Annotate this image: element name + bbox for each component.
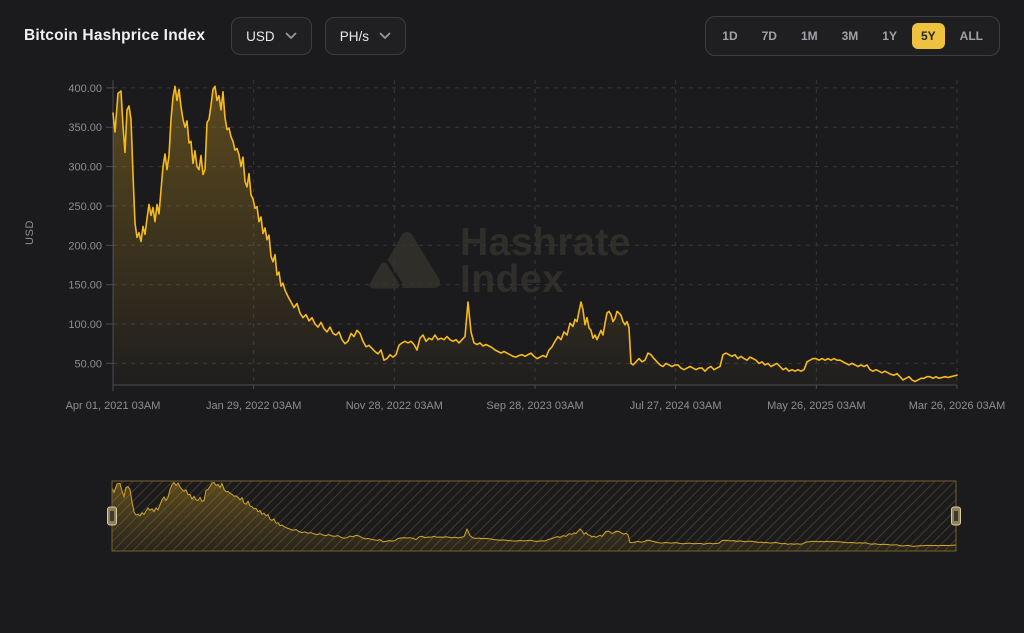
range-button-1d[interactable]: 1D bbox=[713, 23, 746, 49]
y-tick-label: 250.00 bbox=[68, 201, 102, 213]
watermark: Hashrate Index bbox=[366, 221, 631, 301]
x-tick-label: Sep 28, 2023 03AM bbox=[486, 400, 583, 412]
range-button-all[interactable]: ALL bbox=[951, 23, 992, 49]
unit-value: PH/s bbox=[339, 28, 369, 44]
y-tick-label: 50.00 bbox=[74, 358, 102, 370]
chart-header: Bitcoin Hashprice Index USD PH/s 1D 7D 1M 3… bbox=[24, 16, 1000, 56]
watermark-line1: Hashrate bbox=[460, 221, 631, 264]
navigator-area bbox=[112, 482, 956, 551]
y-tick-label: 200.00 bbox=[68, 240, 102, 252]
y-tick-label: 300.00 bbox=[68, 162, 102, 174]
x-tick-label: Apr 01, 2021 03AM bbox=[66, 400, 161, 412]
chevron-down-icon bbox=[379, 32, 391, 39]
y-axis-title: USD bbox=[24, 220, 36, 245]
x-tick-label: Nov 28, 2022 03AM bbox=[346, 400, 443, 412]
range-button-7d[interactable]: 7D bbox=[753, 23, 786, 49]
y-tick-label: 150.00 bbox=[68, 280, 102, 292]
watermark-line2: Index bbox=[460, 258, 565, 301]
range-button-5y[interactable]: 5Y bbox=[911, 23, 945, 49]
unit-dropdown[interactable]: PH/s bbox=[324, 17, 406, 55]
chevron-down-icon bbox=[285, 32, 297, 39]
navigator-line bbox=[111, 481, 957, 547]
navigator-left-handle[interactable] bbox=[107, 506, 117, 526]
navigator-right-handle[interactable] bbox=[951, 506, 961, 526]
x-tick-label: Mar 26, 2026 03AM bbox=[909, 400, 1006, 412]
x-tick-label: May 26, 2025 03AM bbox=[767, 400, 865, 412]
x-tick-label: Jan 29, 2022 03AM bbox=[206, 400, 301, 412]
y-tick-label: 100.00 bbox=[68, 319, 102, 331]
page-title: Bitcoin Hashprice Index bbox=[24, 27, 206, 44]
currency-dropdown[interactable]: USD bbox=[231, 17, 312, 55]
x-tick-label: Jul 27, 2024 03AM bbox=[630, 400, 722, 412]
y-tick-label: 350.00 bbox=[68, 122, 102, 134]
watermark-text: Hashrate Index bbox=[460, 221, 631, 301]
price-line bbox=[112, 85, 958, 383]
range-button-3m[interactable]: 3M bbox=[833, 23, 868, 49]
range-selector: 1D 7D 1M 3M 1Y 5Y ALL bbox=[705, 16, 1000, 56]
price-area bbox=[113, 86, 957, 386]
range-button-1m[interactable]: 1M bbox=[792, 23, 827, 49]
currency-value: USD bbox=[246, 28, 275, 44]
y-tick-label: 400.00 bbox=[68, 83, 102, 95]
range-button-1y[interactable]: 1Y bbox=[873, 23, 906, 49]
